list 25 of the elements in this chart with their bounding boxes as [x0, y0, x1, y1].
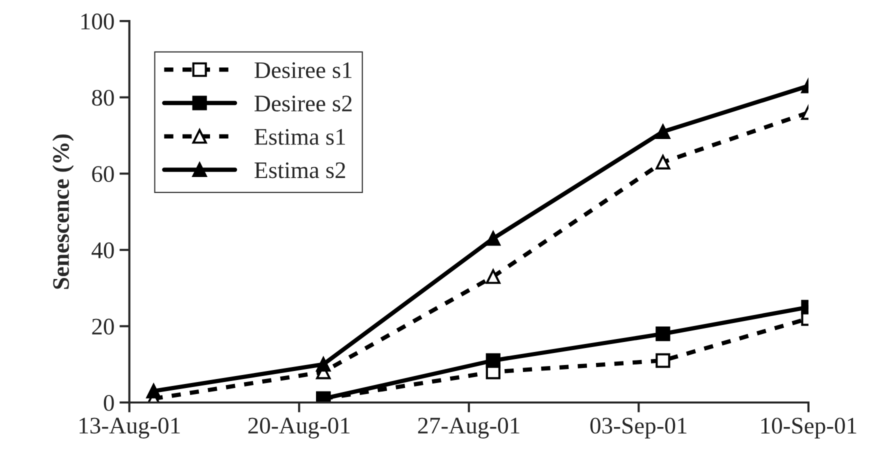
x-tick-label: 03-Sep-01 [590, 418, 686, 438]
point [316, 357, 331, 372]
legend-label: Estima s2 [254, 162, 346, 178]
point [146, 384, 161, 398]
x-tick-label: 27-Aug-01 [418, 418, 520, 438]
x-tick-label: 20-Aug-01 [248, 418, 350, 438]
point [486, 353, 500, 368]
point [486, 269, 500, 284]
x-tick-label: 10-Sep-01 [761, 418, 856, 438]
point [486, 231, 500, 246]
y-tick-label: 40 [92, 242, 114, 258]
y-tick-label: 80 [92, 90, 114, 106]
x-tick-label: 13-Aug-01 [80, 418, 180, 438]
point [656, 124, 670, 139]
y-tick-label: 100 [81, 14, 114, 30]
point [656, 326, 670, 342]
point [656, 154, 670, 170]
y-tick-label: 20 [92, 318, 114, 335]
legend-label: Estima s1 [254, 128, 345, 145]
y-tick-label: 0 [104, 394, 114, 411]
legend-label: Desiree s1 [254, 62, 352, 78]
point [656, 353, 670, 368]
y-tick-label: 60 [92, 166, 114, 182]
y-axis-title: Senescence (%) [52, 134, 74, 289]
legend-label: Desiree s2 [254, 96, 352, 112]
